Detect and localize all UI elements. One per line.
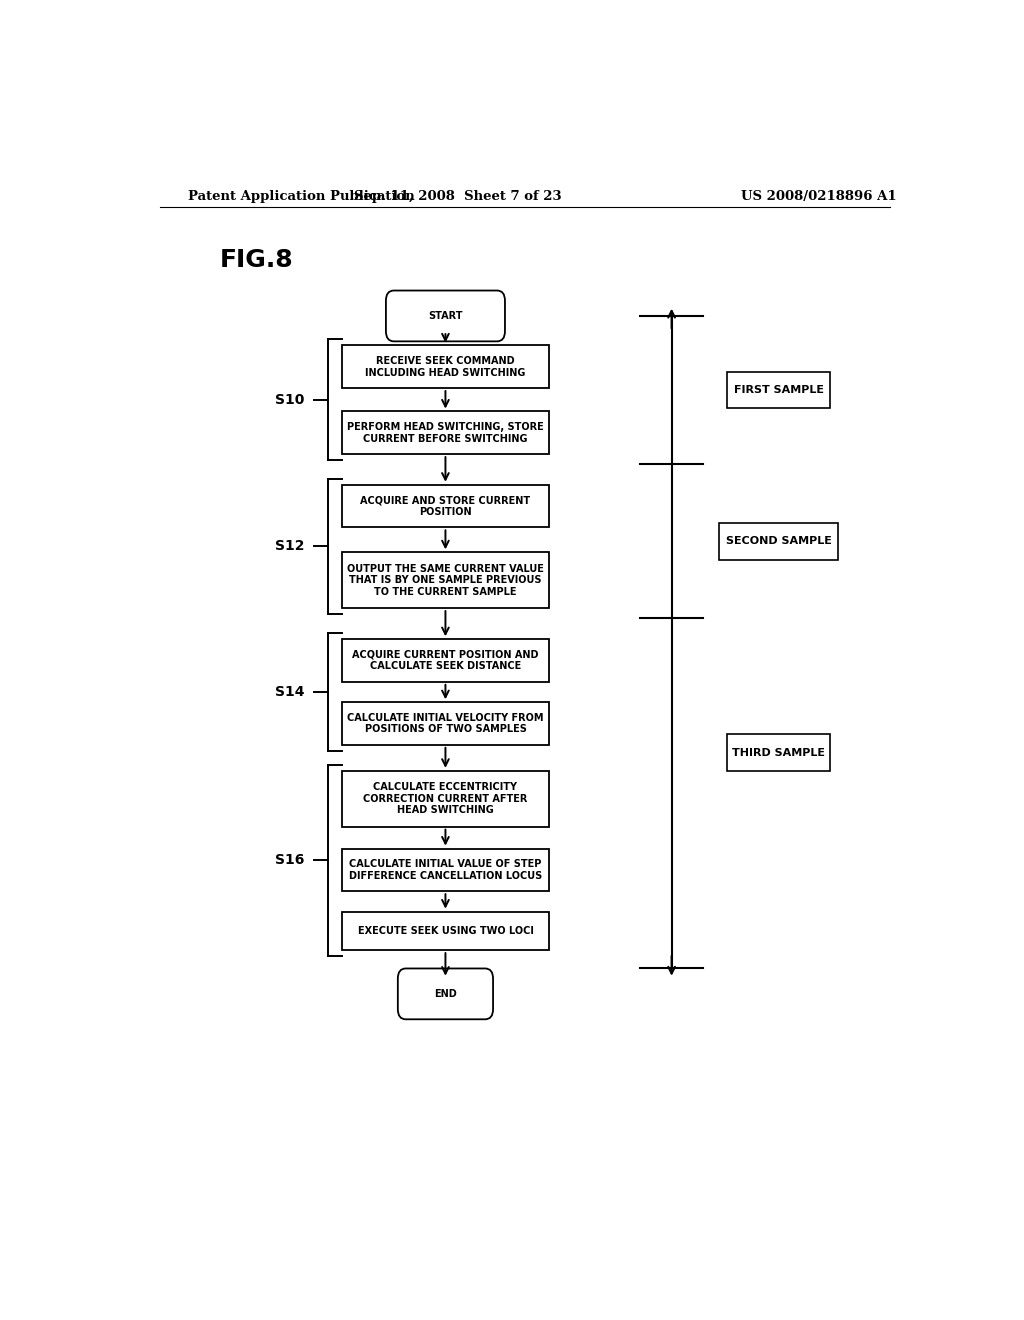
Text: PERFORM HEAD SWITCHING, STORE
CURRENT BEFORE SWITCHING: PERFORM HEAD SWITCHING, STORE CURRENT BE…	[347, 422, 544, 444]
Text: START: START	[428, 312, 463, 321]
Text: S10: S10	[275, 393, 304, 407]
Text: CALCULATE ECCENTRICITY
CORRECTION CURRENT AFTER
HEAD SWITCHING: CALCULATE ECCENTRICITY CORRECTION CURREN…	[364, 783, 527, 816]
Text: Sep. 11, 2008  Sheet 7 of 23: Sep. 11, 2008 Sheet 7 of 23	[353, 190, 561, 202]
FancyBboxPatch shape	[342, 771, 549, 826]
FancyBboxPatch shape	[342, 484, 549, 528]
Text: S12: S12	[275, 540, 305, 553]
Text: S16: S16	[275, 854, 304, 867]
FancyBboxPatch shape	[342, 552, 549, 609]
Text: US 2008/0218896 A1: US 2008/0218896 A1	[740, 190, 896, 202]
Text: SECOND SAMPLE: SECOND SAMPLE	[726, 536, 831, 546]
FancyBboxPatch shape	[727, 372, 830, 408]
Text: Patent Application Publication: Patent Application Publication	[187, 190, 415, 202]
Text: CALCULATE INITIAL VALUE OF STEP
DIFFERENCE CANCELLATION LOCUS: CALCULATE INITIAL VALUE OF STEP DIFFEREN…	[349, 859, 542, 880]
FancyBboxPatch shape	[727, 734, 830, 771]
Text: EXECUTE SEEK USING TWO LOCI: EXECUTE SEEK USING TWO LOCI	[357, 925, 534, 936]
Text: CALCULATE INITIAL VELOCITY FROM
POSITIONS OF TWO SAMPLES: CALCULATE INITIAL VELOCITY FROM POSITION…	[347, 713, 544, 734]
FancyBboxPatch shape	[342, 412, 549, 454]
Text: RECEIVE SEEK COMMAND
INCLUDING HEAD SWITCHING: RECEIVE SEEK COMMAND INCLUDING HEAD SWIT…	[366, 356, 525, 378]
FancyBboxPatch shape	[342, 912, 549, 950]
FancyBboxPatch shape	[342, 639, 549, 682]
FancyBboxPatch shape	[342, 346, 549, 388]
FancyBboxPatch shape	[342, 702, 549, 744]
Text: OUTPUT THE SAME CURRENT VALUE
THAT IS BY ONE SAMPLE PREVIOUS
TO THE CURRENT SAMP: OUTPUT THE SAME CURRENT VALUE THAT IS BY…	[347, 564, 544, 597]
Text: THIRD SAMPLE: THIRD SAMPLE	[732, 747, 825, 758]
Text: FIRST SAMPLE: FIRST SAMPLE	[734, 385, 823, 395]
FancyBboxPatch shape	[342, 849, 549, 891]
FancyBboxPatch shape	[386, 290, 505, 342]
Text: S14: S14	[275, 685, 305, 700]
FancyBboxPatch shape	[397, 969, 494, 1019]
Text: ACQUIRE CURRENT POSITION AND
CALCULATE SEEK DISTANCE: ACQUIRE CURRENT POSITION AND CALCULATE S…	[352, 649, 539, 672]
Text: FIG.8: FIG.8	[219, 248, 293, 272]
FancyBboxPatch shape	[719, 523, 839, 560]
Text: END: END	[434, 989, 457, 999]
Text: ACQUIRE AND STORE CURRENT
POSITION: ACQUIRE AND STORE CURRENT POSITION	[360, 495, 530, 517]
